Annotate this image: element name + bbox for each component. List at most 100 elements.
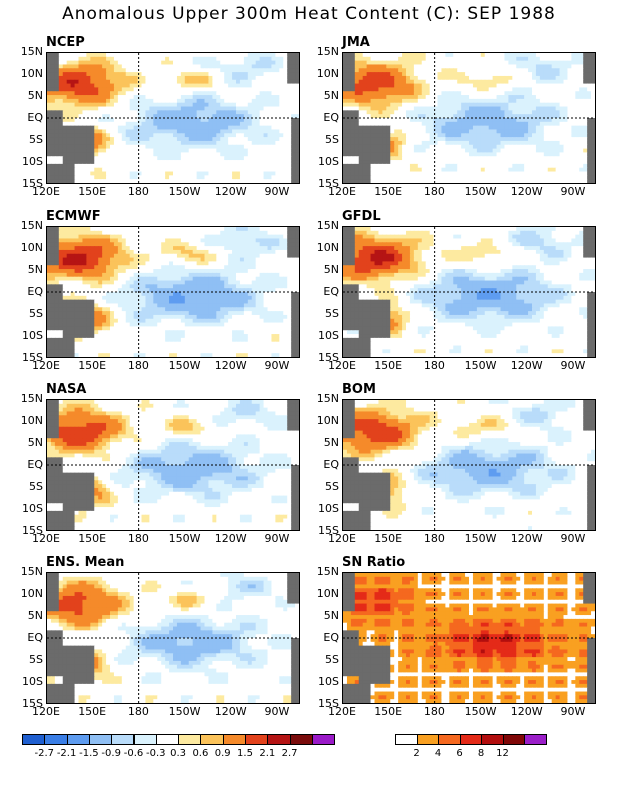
heat-cell: [220, 227, 225, 232]
heat-cell: [157, 68, 162, 73]
heat-cell: [94, 148, 99, 154]
lon-tick-label: 150E: [78, 185, 107, 198]
heat-cell: [394, 144, 399, 150]
heat-cell: [354, 56, 360, 62]
heat-cell: [567, 133, 572, 138]
heat-cell: [500, 79, 506, 85]
heat-cell: [239, 133, 245, 138]
heat-cell: [137, 110, 143, 115]
heat-cell: [287, 79, 292, 85]
heat-cell: [476, 60, 482, 66]
heat-cell: [243, 133, 249, 138]
heat-cell: [378, 167, 383, 173]
heat-cell: [176, 253, 182, 259]
heat-cell: [417, 60, 423, 66]
heat-cell: [173, 75, 178, 81]
heat-cell: [275, 167, 280, 173]
heat-cell: [283, 64, 288, 69]
heat-cell: [110, 91, 115, 96]
heat-cell: [366, 179, 372, 183]
heat-cell: [409, 125, 415, 131]
heat-cell: [251, 102, 257, 108]
heat-cell: [508, 53, 513, 58]
heat-cell: [133, 125, 139, 131]
heat-cell: [484, 171, 490, 176]
heat-cell: [204, 129, 210, 134]
heat-cell: [165, 110, 170, 115]
heat-cell: [129, 242, 135, 247]
heat-cell: [465, 144, 470, 150]
heat-cell: [433, 102, 439, 108]
heat-cell: [137, 249, 143, 255]
heat-cell: [224, 83, 229, 89]
heat-cell: [406, 91, 411, 96]
heat-cell: [287, 249, 292, 255]
heat-cell: [102, 121, 107, 127]
heat-cell: [169, 163, 174, 169]
heat-cell: [283, 253, 288, 259]
heat-cell: [113, 137, 119, 142]
heat-cell: [346, 56, 352, 62]
heat-cell: [500, 75, 506, 81]
heat-cell: [212, 230, 217, 236]
heat-cell: [66, 249, 72, 255]
heat-cell: [62, 129, 68, 134]
heat-cell: [47, 144, 52, 150]
heat-cell: [516, 118, 521, 123]
heat-cell: [402, 160, 407, 165]
heat-cell: [398, 133, 403, 138]
heat-cell: [547, 148, 553, 154]
heat-cell: [524, 129, 529, 134]
heat-cell: [145, 249, 150, 255]
heat-cell: [287, 227, 292, 232]
heat-cell: [271, 98, 276, 104]
heat-cell: [204, 163, 210, 169]
lat-tick-label: 5S: [325, 133, 339, 146]
heat-cell: [196, 64, 202, 69]
heat-cell: [453, 118, 458, 123]
heat-cell: [524, 79, 529, 85]
heat-cell: [535, 121, 541, 127]
heat-cell: [409, 106, 415, 111]
heat-cell: [528, 98, 533, 104]
heat-cell: [66, 53, 72, 58]
heat-cell: [472, 79, 478, 85]
heat-cell: [243, 106, 249, 111]
heat-cell: [74, 95, 80, 100]
heat-cell: [350, 175, 356, 180]
heat-cell: [192, 129, 198, 134]
heat-cell: [263, 246, 269, 251]
heat-cell: [102, 253, 107, 259]
heat-cell: [453, 79, 458, 85]
heat-cell: [532, 95, 537, 100]
heat-cell: [196, 257, 202, 263]
heat-cell: [567, 125, 572, 131]
heat-cell: [169, 91, 174, 96]
heat-cell: [243, 163, 249, 169]
heat-cell: [113, 152, 119, 157]
heat-cell: [78, 163, 84, 169]
heat-cell: [496, 121, 502, 127]
lat-tick-label: 5N: [27, 89, 43, 102]
heat-cell: [441, 171, 446, 176]
heat-cell: [535, 152, 541, 157]
heat-cell: [406, 110, 411, 115]
heat-cell: [145, 118, 150, 123]
heat-cell: [90, 118, 95, 123]
heat-cell: [110, 79, 115, 85]
heat-cell: [437, 144, 443, 150]
heat-cell: [117, 56, 123, 62]
heat-cell: [228, 60, 233, 66]
heat-cell: [62, 68, 68, 73]
heat-cell: [382, 144, 387, 150]
heat-cell: [228, 79, 233, 85]
heat-cell: [184, 156, 190, 161]
heat-cell: [370, 144, 376, 150]
heat-cell: [184, 234, 190, 240]
heat-cell: [196, 106, 202, 111]
heat-cell: [133, 95, 139, 100]
heat-cell: [200, 110, 206, 115]
heat-cell: [220, 102, 225, 108]
heat-cell: [200, 72, 206, 77]
heat-cell: [82, 75, 87, 81]
